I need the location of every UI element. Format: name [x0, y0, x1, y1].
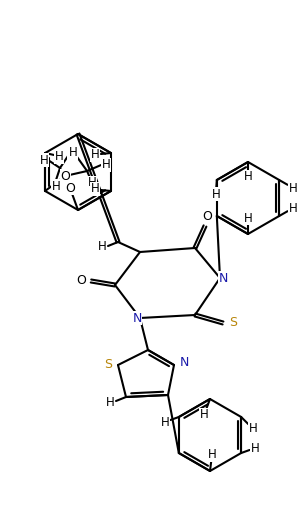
Text: H: H	[40, 153, 48, 167]
Text: H: H	[106, 397, 114, 409]
Text: S: S	[104, 359, 112, 372]
Text: H: H	[69, 147, 77, 160]
Text: O: O	[60, 170, 70, 183]
Text: H: H	[102, 159, 110, 172]
Text: H: H	[68, 148, 76, 160]
Text: S: S	[229, 316, 237, 329]
Text: H: H	[160, 416, 169, 429]
Text: O: O	[76, 275, 86, 288]
Text: H: H	[55, 150, 64, 163]
Text: H: H	[91, 148, 99, 161]
Text: H: H	[244, 171, 252, 184]
Text: H: H	[52, 180, 60, 193]
Text: H: H	[212, 187, 220, 200]
Text: H: H	[249, 422, 258, 435]
Text: H: H	[91, 183, 99, 196]
Text: H: H	[251, 442, 260, 455]
Text: N: N	[132, 312, 142, 325]
Text: N: N	[179, 357, 189, 370]
Text: H: H	[98, 241, 106, 254]
Text: H: H	[208, 448, 216, 461]
Text: O: O	[65, 182, 75, 195]
Text: H: H	[289, 201, 298, 215]
Text: H: H	[289, 182, 298, 195]
Text: N: N	[218, 271, 228, 284]
Text: H: H	[88, 176, 97, 189]
Text: H: H	[244, 211, 252, 224]
Text: H: H	[200, 409, 208, 421]
Text: O: O	[202, 209, 212, 222]
